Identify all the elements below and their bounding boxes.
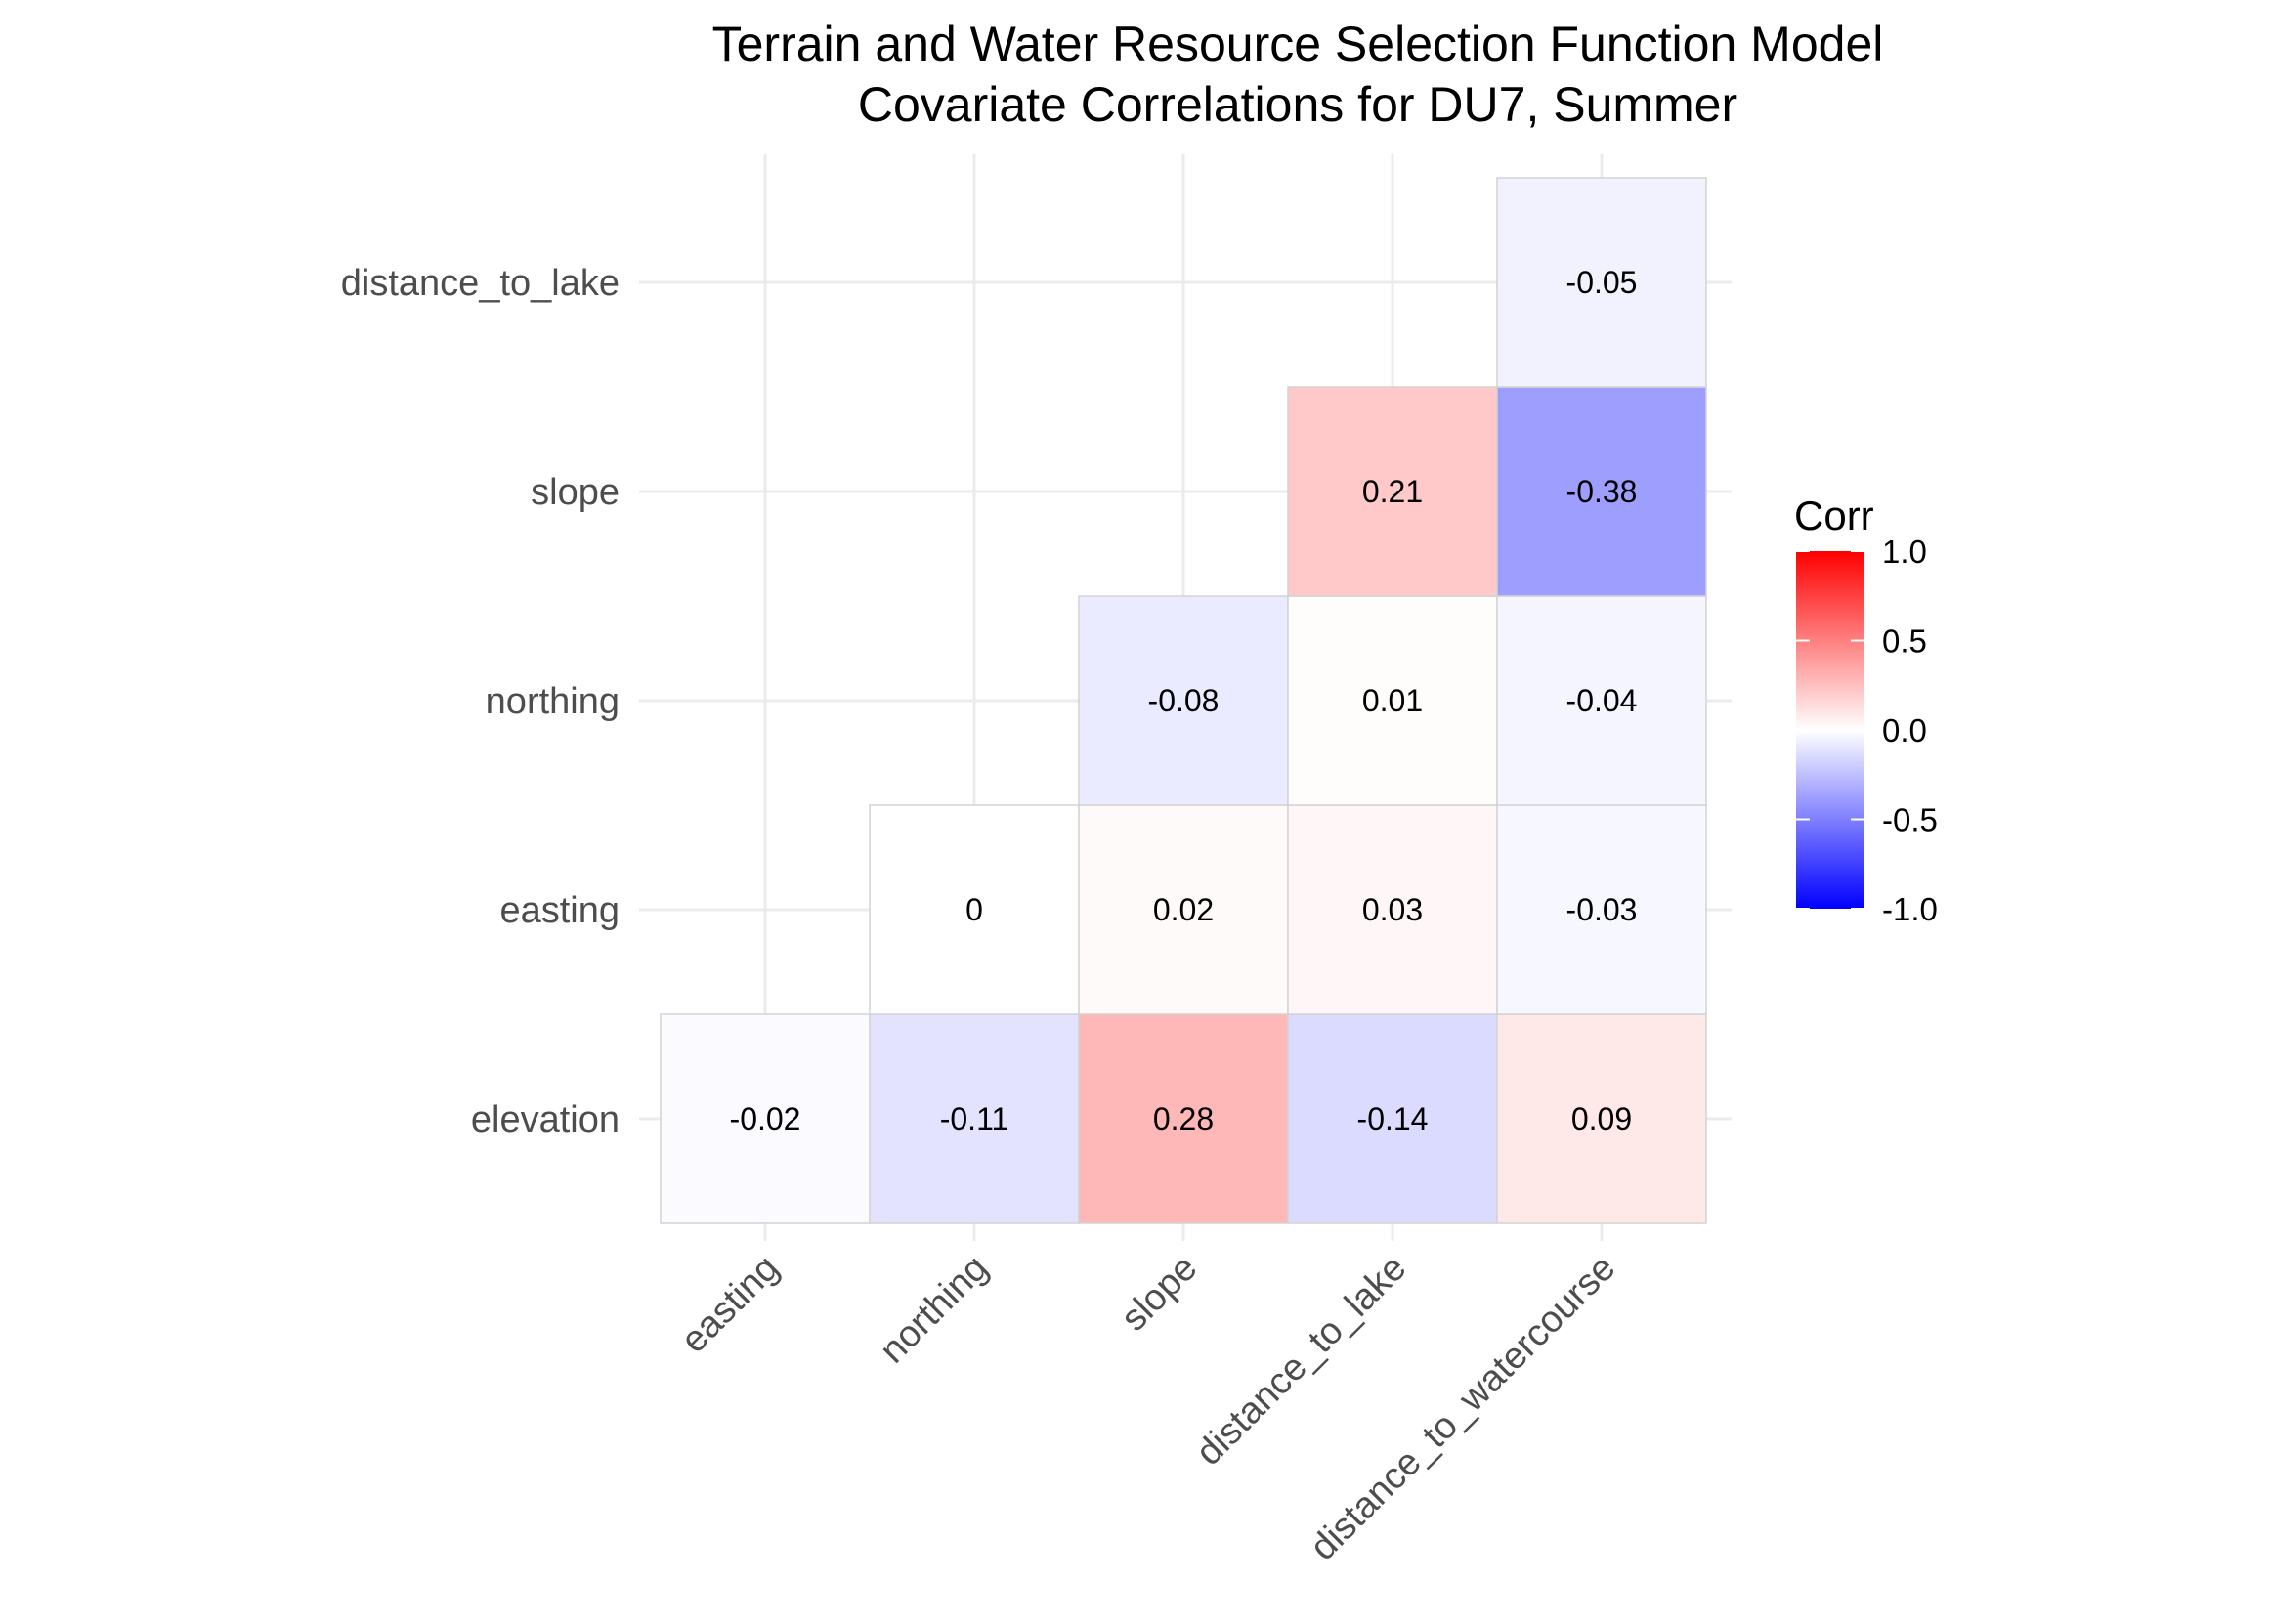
heatmap-cell (1078, 595, 1289, 806)
heatmap-cell (869, 804, 1080, 1015)
x-tick-label: northing (873, 1248, 997, 1372)
cell-value-label: 0.02 (1153, 892, 1214, 927)
heatmap-cell (660, 1013, 871, 1224)
x-tick-label: slope (1113, 1248, 1205, 1340)
y-tick-label: slope (531, 472, 620, 513)
x-tick-label: easting (673, 1248, 787, 1361)
cell-value-label: 0.01 (1362, 683, 1423, 718)
cell-value-label: -0.14 (1357, 1101, 1429, 1136)
cell-value-label: 0 (965, 892, 983, 927)
heatmap-cell (1496, 595, 1707, 806)
heatmap-cell (1078, 1013, 1289, 1224)
y-tick-label: distance_to_lake (341, 263, 620, 304)
heatmap-cell (1496, 1013, 1707, 1224)
y-tick-label: easting (499, 890, 620, 931)
cell-value-label: -0.03 (1566, 892, 1638, 927)
heatmap-cell (1496, 177, 1707, 388)
heatmap-cell (1496, 386, 1707, 597)
cell-value-label: -0.05 (1566, 265, 1638, 300)
legend-tick-label: -0.5 (1882, 802, 1938, 838)
y-tick-label: elevation (471, 1099, 620, 1140)
y-axis-tick-labels: elevation easting northing slope distance_to… (341, 263, 620, 1140)
cell-value-label: 0.21 (1362, 474, 1423, 509)
cell-value-label: -0.08 (1148, 683, 1220, 718)
heatmap-cell (1496, 804, 1707, 1015)
cell-value-label: -0.11 (940, 1101, 1009, 1136)
legend-ticks: 1.0 0.5 0.0 -0.5 -1.0 (1796, 534, 1938, 927)
chart-title: Terrain and Water Resource Selection Fun… (712, 17, 1884, 71)
x-axis-tick-labels: easting northing slopedistance_to_lakedist… (673, 1248, 1623, 1568)
heatmap-cell (869, 1013, 1080, 1224)
legend-tick-label: 1.0 (1882, 534, 1927, 570)
heatmap-cell (1287, 386, 1498, 597)
cell-value-label: -0.04 (1566, 683, 1638, 718)
heatmap-cells: -0.02 -0.11 0.28 -0.14 0.09 0 0.02 0.03 -0.03 -0.… (660, 177, 1707, 1224)
legend-tick-label: 0.0 (1882, 712, 1927, 748)
heatmap-cell (1287, 595, 1498, 806)
heatmap-cell (1287, 1013, 1498, 1224)
heatmap-cell (1078, 804, 1289, 1015)
chart-subtitle: Covariate Correlations for DU7, Summer (858, 77, 1737, 132)
cell-value-label: 0.28 (1153, 1101, 1214, 1136)
cell-value-label: 0.09 (1571, 1101, 1632, 1136)
color-legend: Corr 1.0 0.5 0.0 -0.5 -1.0 (1794, 492, 1938, 927)
legend-title: Corr (1794, 492, 1874, 538)
legend-tick-label: 0.5 (1882, 623, 1927, 660)
heatmap-cell (1287, 804, 1498, 1015)
y-tick-label: northing (486, 681, 620, 722)
x-tick-label: distance_to_lake (1188, 1248, 1414, 1474)
cell-value-label: -0.02 (730, 1101, 801, 1136)
cell-value-label: 0.03 (1362, 892, 1423, 927)
cell-value-label: -0.38 (1566, 474, 1638, 509)
legend-tick-label: -1.0 (1882, 891, 1938, 927)
